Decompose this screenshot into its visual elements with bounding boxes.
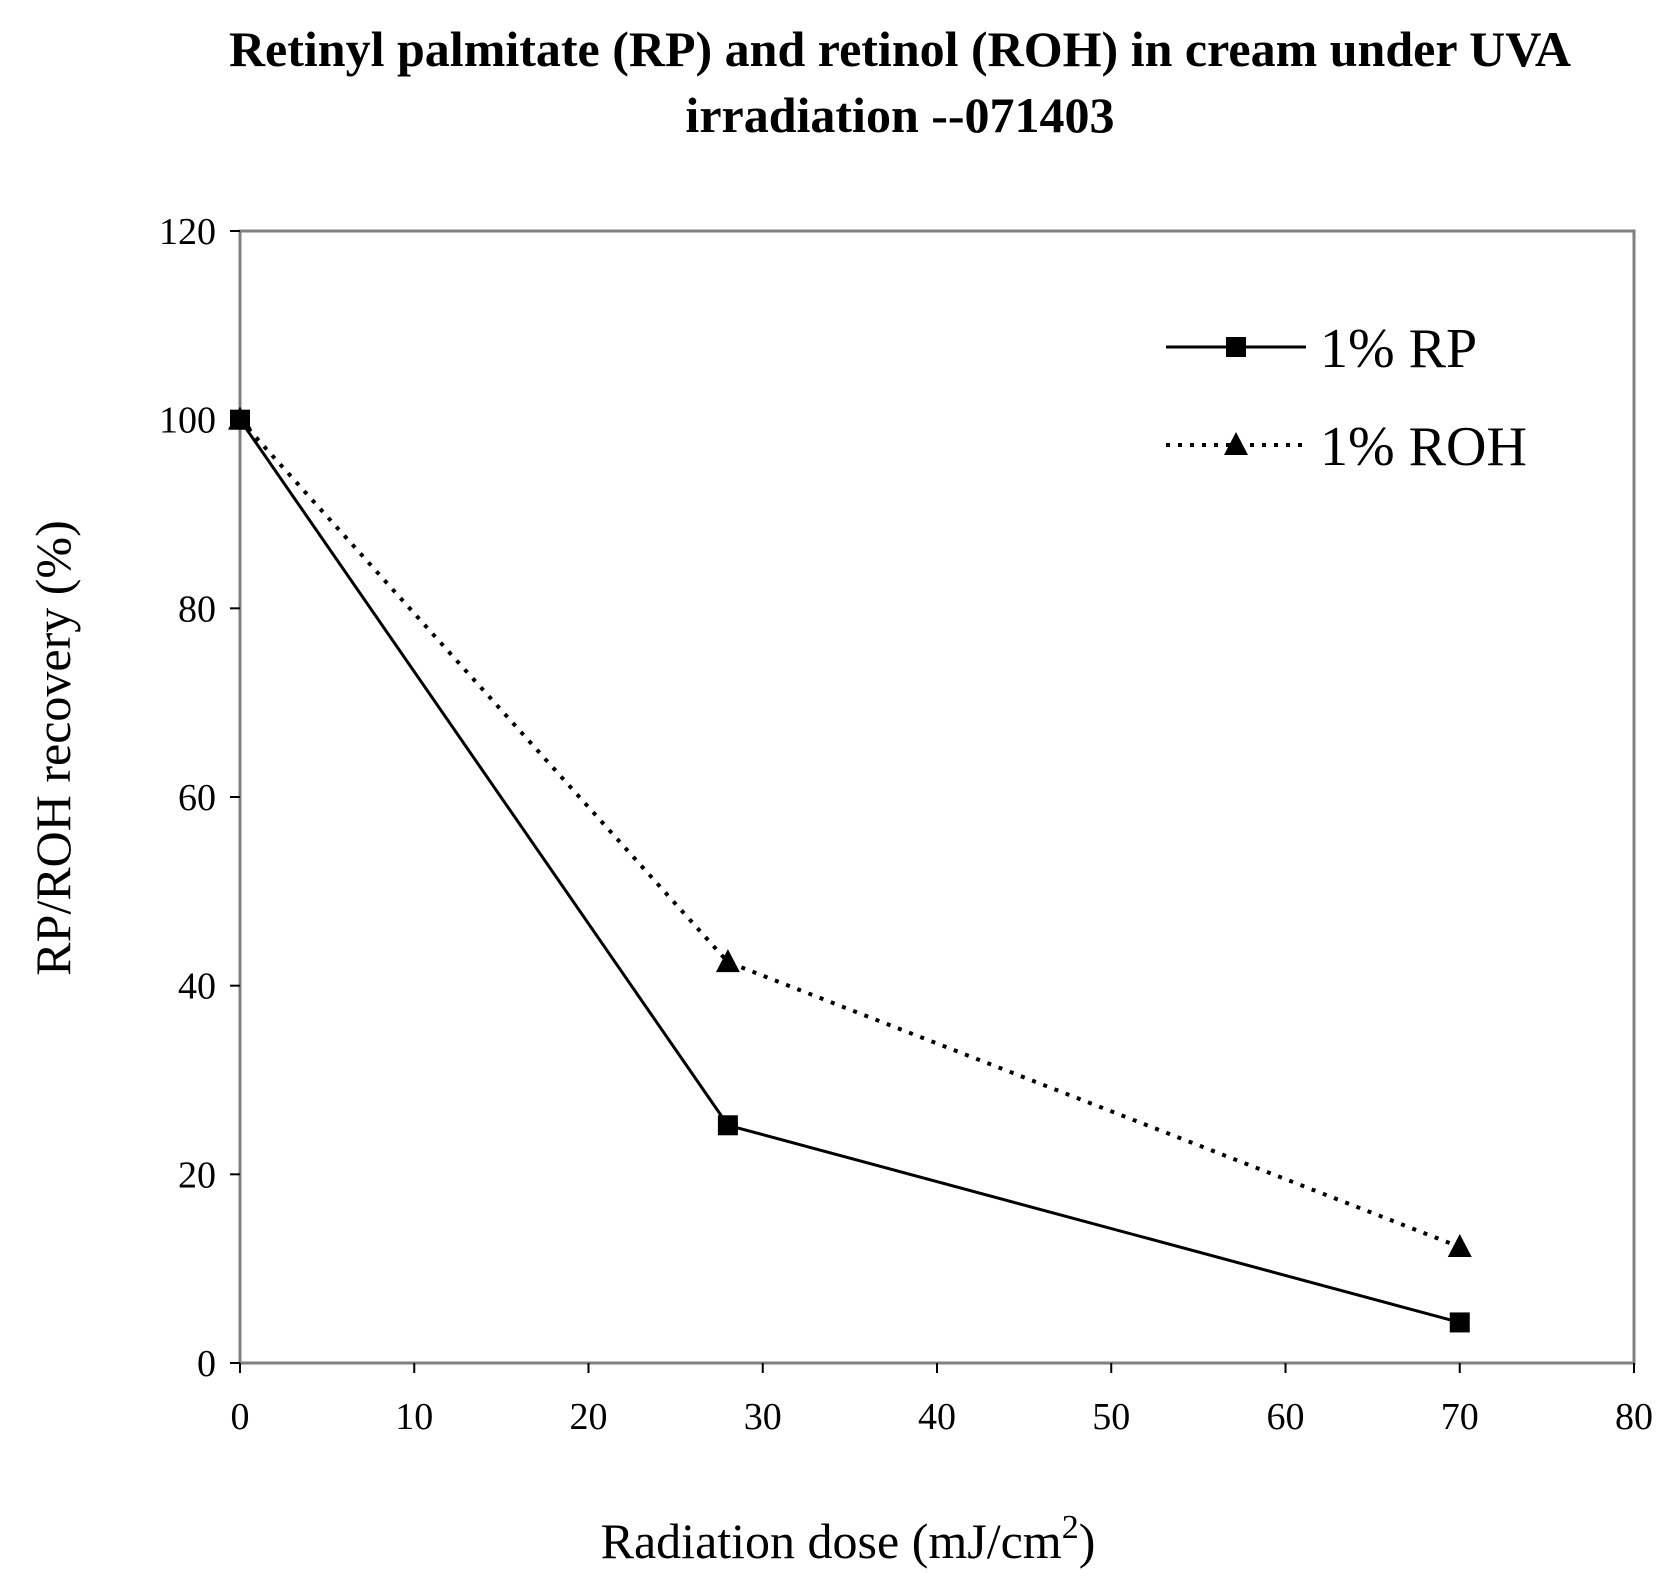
legend-marker-roh (1224, 432, 1248, 455)
legend-label-roh: 1% ROH (1320, 416, 1527, 478)
x-axis-label: Radiation dose (mJ/cm2) (601, 1509, 1096, 1569)
x-axis-label-close: ) (1079, 1513, 1096, 1569)
chart-title: Retinyl palmitate (RP) and retinol (ROH)… (120, 16, 1676, 148)
legend-label-rp: 1% RP (1320, 318, 1477, 380)
x-tick-label: 0 (231, 1396, 250, 1438)
x-tick-label: 20 (570, 1396, 608, 1438)
x-tick-label: 70 (1441, 1396, 1479, 1438)
x-tick-label: 10 (395, 1396, 433, 1438)
y-tick-label: 80 (178, 588, 216, 630)
x-tick-label: 40 (918, 1396, 956, 1438)
legend-marker-rp (1226, 337, 1246, 357)
x-tick-label: 50 (1092, 1396, 1130, 1438)
y-tick-label: 100 (159, 400, 216, 442)
y-tick-label: 40 (178, 966, 216, 1008)
series-line-roh (238, 418, 1461, 1249)
data-point-roh (715, 949, 740, 973)
plot-area-frame (238, 229, 1636, 1365)
chart-title-line-2: irradiation --071403 (685, 87, 1115, 143)
data-point-roh (228, 406, 252, 430)
x-tick-label: 60 (1267, 1396, 1305, 1438)
y-tick-label: 20 (178, 1154, 216, 1196)
data-point-rp (1449, 1312, 1470, 1333)
x-tick-label: 80 (1615, 1396, 1653, 1438)
x-axis-label-superscript: 2 (1062, 1509, 1079, 1546)
x-axis-label-main: Radiation dose (mJ/cm (601, 1513, 1062, 1569)
y-tick-label: 0 (197, 1343, 216, 1385)
series-line-rp (238, 418, 1461, 1324)
series-layer (228, 406, 1472, 1333)
data-point-rp (717, 1115, 738, 1136)
data-point-roh (1447, 1233, 1472, 1257)
y-tick-label: 120 (159, 211, 216, 253)
chart-title-line-1: Retinyl palmitate (RP) and retinol (ROH)… (228, 21, 1572, 77)
axis-ticks: 0 10 20 30 40 50 60 70 80 0 20 40 60 80 100 120 (159, 211, 1653, 1438)
y-tick-label: 60 (178, 777, 216, 819)
legend: 1% RP 1% ROH (1166, 318, 1527, 478)
x-tick-label: 30 (744, 1396, 782, 1438)
y-axis-label: RP/ROH recovery (%) (25, 520, 81, 975)
